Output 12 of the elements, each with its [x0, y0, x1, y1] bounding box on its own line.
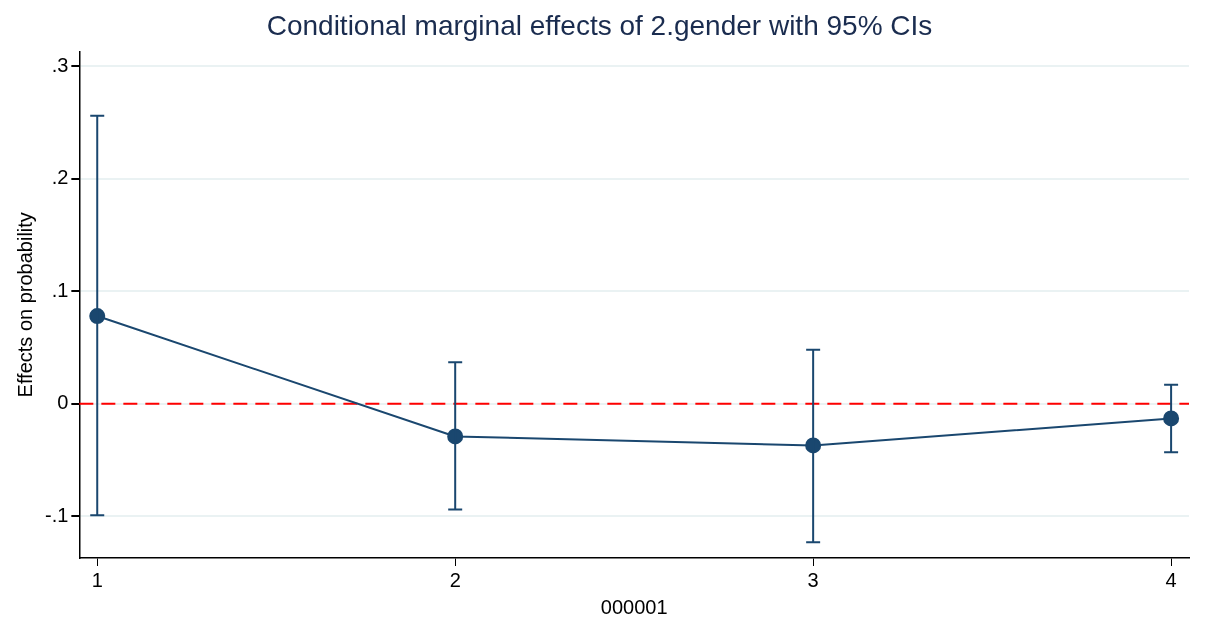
y-tick-label: .2 — [51, 166, 69, 189]
y-tick-label: .1 — [51, 278, 69, 301]
y-tick-label: 0 — [57, 391, 69, 414]
x-axis-title: 000001 — [600, 595, 668, 618]
x-tick-label: 4 — [1165, 568, 1177, 591]
chart-title: Conditional marginal effects of 2.gender with 95% CIs — [266, 9, 933, 41]
x-tick-label: 2 — [449, 568, 461, 591]
x-tick-label: 3 — [807, 568, 819, 591]
y-tick-label: -.1 — [45, 503, 69, 526]
y-axis-title: Effects on probability — [13, 212, 36, 398]
y-tick-label: .3 — [51, 53, 69, 76]
x-tick-label: 1 — [91, 568, 103, 591]
